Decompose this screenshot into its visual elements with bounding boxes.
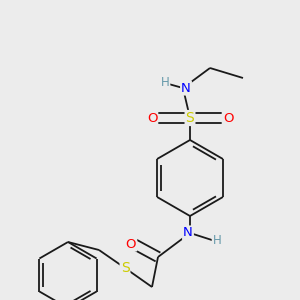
Text: S: S	[186, 111, 194, 125]
Text: H: H	[160, 76, 169, 89]
Text: O: O	[223, 112, 233, 124]
Text: O: O	[126, 238, 136, 250]
Text: H: H	[213, 235, 221, 248]
Text: S: S	[121, 261, 129, 275]
Text: O: O	[147, 112, 157, 124]
Text: N: N	[183, 226, 193, 239]
Text: N: N	[181, 82, 191, 94]
